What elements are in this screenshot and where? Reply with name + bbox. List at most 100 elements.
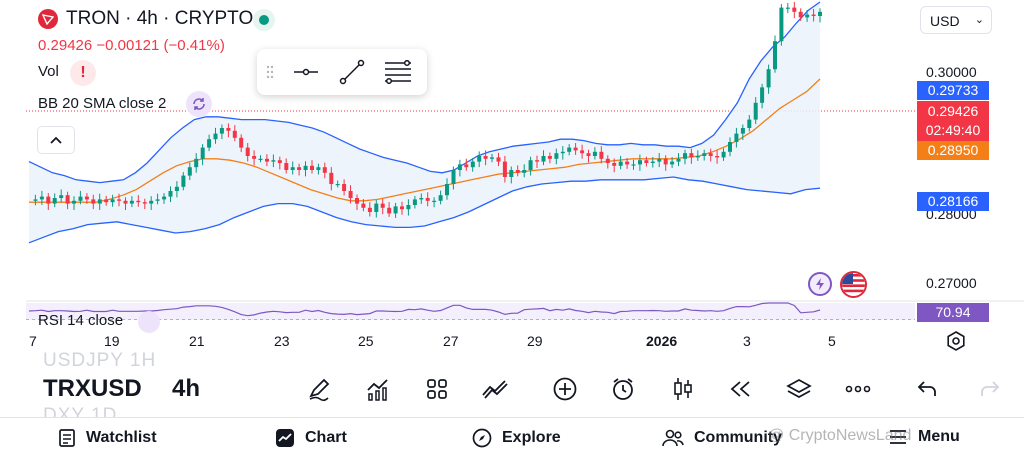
candle-body — [91, 199, 96, 204]
nav-menu[interactable]: Menu — [888, 428, 960, 446]
alert-clock-icon[interactable] — [608, 374, 638, 404]
candle-body — [432, 200, 437, 202]
indicators-icon[interactable] — [363, 374, 393, 404]
compare-icon[interactable] — [480, 374, 510, 404]
candle-body — [187, 167, 192, 176]
volume-legend[interactable]: Vol — [38, 63, 59, 80]
time-tick: 3 — [743, 333, 751, 349]
candle-body — [335, 184, 340, 186]
candle-body — [785, 7, 790, 9]
ticker-timeframe[interactable]: 4h — [172, 375, 201, 402]
candle-body — [207, 139, 212, 148]
candle-body — [348, 191, 353, 198]
draw-pen-icon[interactable] — [304, 374, 334, 404]
candle-body — [580, 150, 585, 154]
us-flag-icon[interactable] — [840, 271, 867, 298]
candle-body — [464, 164, 469, 168]
candle-body — [490, 157, 494, 159]
time-tick: 7 — [29, 333, 37, 349]
replay-icon[interactable] — [726, 374, 756, 404]
ticker-symbol[interactable]: TRXUSD — [43, 375, 142, 402]
time-tick: 25 — [358, 333, 374, 349]
candle-body — [657, 158, 662, 162]
last-price-tag: 0.29426 02:49:40 — [917, 101, 989, 141]
rsi-legend[interactable]: RSI 14 close — [38, 312, 124, 329]
bollinger-legend[interactable]: BB 20 SMA close 2 — [38, 95, 167, 112]
time-tick: 29 — [527, 333, 543, 349]
candle-body — [297, 167, 302, 170]
candle-body — [766, 69, 771, 88]
candle-body — [477, 156, 482, 162]
refresh-icon[interactable] — [186, 91, 212, 117]
candle-body — [798, 11, 803, 18]
candle-body — [52, 198, 57, 204]
price-chart[interactable] — [0, 0, 1024, 350]
collapse-legend-button[interactable] — [37, 126, 75, 154]
candle-body — [573, 147, 578, 151]
chart-icon — [276, 429, 294, 447]
community-icon — [662, 429, 684, 447]
candlesticks — [33, 1, 822, 218]
undo-icon[interactable] — [912, 374, 942, 404]
trend-line-tool-icon[interactable] — [329, 49, 375, 95]
settings-icon[interactable] — [945, 330, 967, 352]
horizontal-ray-tool-icon[interactable] — [283, 49, 329, 95]
lightning-icon[interactable] — [808, 272, 832, 296]
symbol-title[interactable]: TRON · 4h · CRYPTO — [66, 8, 254, 29]
symbol-option-above[interactable]: USDJPY 1H — [43, 350, 157, 371]
drag-handle-icon[interactable] — [257, 49, 283, 95]
bb-basis-tag: 0.28950 — [917, 141, 989, 160]
candle-body — [65, 195, 70, 204]
currency-select[interactable]: USD ⌄ — [920, 6, 992, 34]
nav-explore[interactable]: Explore — [472, 428, 561, 448]
candle-body — [496, 157, 501, 162]
candle-body — [258, 158, 263, 160]
bb-upper-tag: 0.29733 — [917, 81, 989, 100]
tron-logo-icon — [38, 9, 58, 29]
candle-body — [695, 156, 700, 158]
bollinger-bands — [28, 1, 821, 244]
candle-body — [232, 130, 237, 138]
nav-chart[interactable]: Chart — [275, 428, 347, 448]
redo-icon[interactable] — [975, 374, 1005, 404]
candle-body — [425, 198, 430, 201]
bar-countdown: 02:49:40 — [925, 122, 981, 138]
candle-body — [374, 203, 379, 212]
candle-body — [760, 87, 765, 103]
candle-body — [612, 163, 617, 166]
candle-body — [451, 170, 456, 184]
layers-icon[interactable] — [784, 374, 814, 404]
refresh-icon[interactable] — [138, 311, 160, 333]
layouts-icon[interactable] — [422, 374, 452, 404]
watermark: @ CryptoNewsLand — [768, 427, 912, 444]
candle-body — [638, 160, 642, 165]
candle-body — [252, 156, 257, 159]
candle-body — [515, 170, 520, 173]
candle-body — [650, 161, 655, 163]
candle-body — [316, 167, 321, 170]
add-icon[interactable] — [550, 374, 580, 404]
candle-body — [670, 161, 675, 165]
candle-body — [355, 198, 359, 204]
candle-body — [226, 128, 231, 131]
alert-icon[interactable]: ! — [70, 60, 96, 86]
currency-value: USD — [930, 13, 960, 29]
candle-body — [438, 195, 443, 201]
candles-icon[interactable] — [668, 374, 698, 404]
candle-body — [676, 158, 681, 162]
candle-body — [457, 164, 462, 170]
candle-body — [245, 147, 250, 156]
candle-body — [773, 41, 777, 70]
candle-body — [792, 7, 797, 12]
market-open-icon[interactable] — [253, 9, 275, 31]
fib-retracement-tool-icon[interactable] — [375, 49, 421, 95]
more-icon[interactable] — [843, 374, 873, 404]
nav-watchlist[interactable]: Watchlist — [58, 428, 157, 448]
nav-community[interactable]: Community — [662, 428, 782, 448]
candle-body — [728, 142, 732, 152]
candle-body — [239, 137, 244, 148]
candle-body — [393, 206, 398, 214]
candle-body — [59, 195, 64, 198]
candle-body — [219, 128, 224, 134]
